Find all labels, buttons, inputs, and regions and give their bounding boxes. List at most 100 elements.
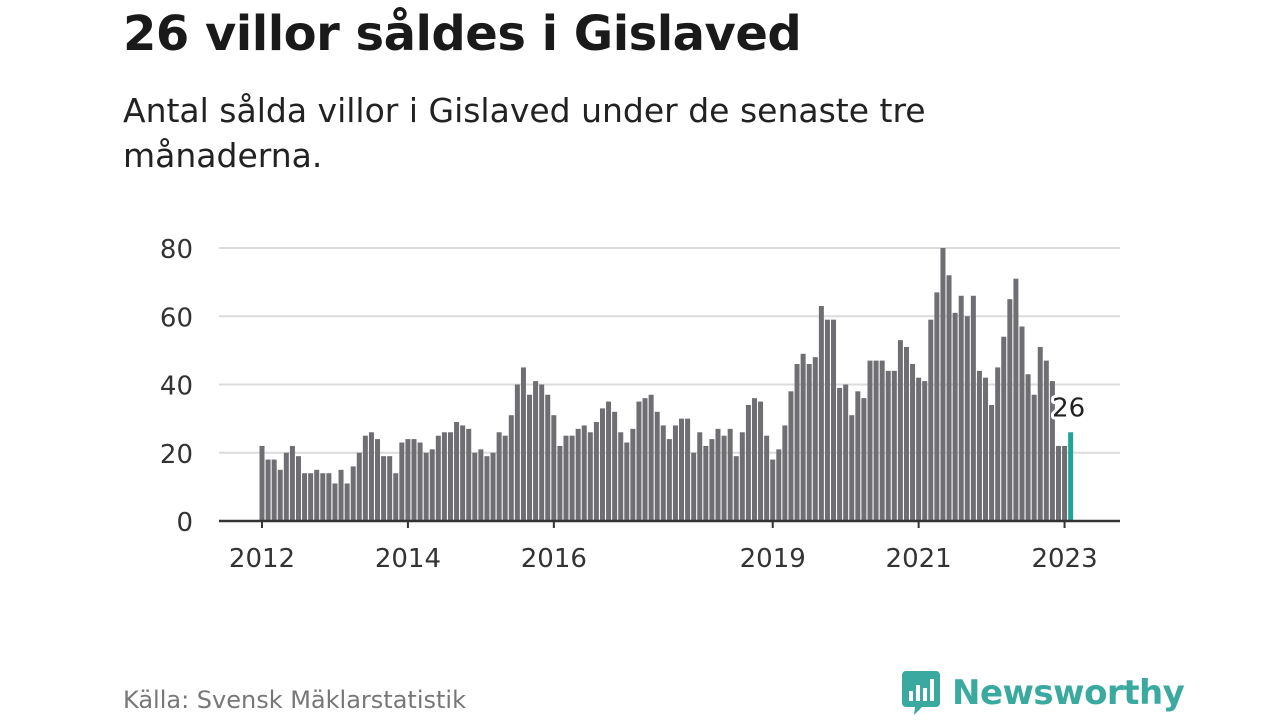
bar (490, 452, 496, 521)
bar (879, 360, 885, 521)
bar (624, 442, 630, 521)
bar (691, 452, 697, 521)
bar (393, 473, 399, 521)
bar (910, 364, 916, 521)
bar (593, 422, 599, 521)
bar (782, 425, 788, 521)
annotations: 26 (1049, 390, 1088, 426)
newsworthy-chart-bubble-icon (902, 671, 940, 715)
bar (721, 435, 727, 521)
bar (983, 377, 989, 521)
y-tick-label: 0 (176, 508, 193, 538)
bar (946, 275, 952, 521)
bar (581, 425, 587, 521)
source-credit: Källa: Svensk Mäklarstatistik (123, 686, 466, 714)
bar (575, 428, 581, 521)
y-axis-ticks: 0 20 40 60 80 (160, 235, 193, 538)
bar (970, 295, 976, 521)
bar (466, 428, 472, 521)
bar (265, 459, 271, 521)
x-axis-ticks: 2012 2014 2016 2019 2021 2023 (229, 521, 1098, 574)
bar (569, 435, 575, 521)
bar (441, 432, 447, 521)
bar (308, 473, 314, 521)
bar (606, 401, 612, 521)
bar (788, 391, 794, 521)
bar (928, 319, 934, 521)
bar (1031, 394, 1037, 521)
bar (295, 456, 301, 521)
x-tick-label: 2021 (886, 544, 952, 574)
bar (350, 466, 356, 521)
bar (545, 394, 551, 521)
bar (551, 415, 557, 521)
bar (709, 439, 715, 521)
bar (764, 435, 770, 521)
bar (399, 442, 405, 521)
bar (447, 432, 453, 521)
bar (733, 456, 739, 521)
bar (454, 422, 460, 521)
bar (989, 404, 995, 521)
bar (1062, 445, 1068, 521)
bar (271, 459, 277, 521)
bar (326, 473, 332, 521)
bar (332, 483, 338, 521)
bar (387, 456, 393, 521)
bar (411, 439, 417, 521)
bar (1013, 278, 1019, 521)
bar (940, 248, 946, 521)
bar (563, 435, 569, 521)
y-tick-label: 60 (160, 303, 193, 333)
y-tick-label: 80 (160, 235, 193, 265)
bar (362, 435, 368, 521)
bar (587, 432, 593, 521)
bar (916, 377, 922, 521)
bar (405, 439, 411, 521)
bar (429, 449, 435, 521)
bar (478, 449, 484, 521)
bar (824, 319, 830, 521)
bar (1019, 326, 1025, 521)
bar (855, 391, 861, 521)
bar (672, 425, 678, 521)
bar (660, 425, 666, 521)
bar (885, 370, 891, 521)
bar (964, 316, 970, 521)
bar (368, 432, 374, 521)
bar (375, 439, 381, 521)
bar (289, 445, 295, 521)
bars (259, 248, 1074, 522)
bar (867, 360, 873, 521)
bar (739, 432, 745, 521)
bar (1055, 445, 1061, 521)
bar (831, 319, 837, 521)
bar (1037, 346, 1043, 521)
x-tick-label: 2023 (1031, 544, 1097, 574)
bar (520, 367, 526, 521)
bar (599, 408, 605, 521)
bar (320, 473, 326, 521)
bar (356, 452, 362, 521)
bar (873, 360, 879, 521)
bar (1007, 299, 1013, 521)
bar (976, 370, 982, 521)
bar (685, 418, 691, 522)
bar (314, 469, 320, 521)
bar (636, 401, 642, 521)
bar (776, 449, 782, 521)
bar (849, 415, 855, 521)
bar (283, 452, 289, 521)
bar (715, 428, 721, 521)
chart-title: 26 villor såldes i Gislaved (123, 6, 802, 62)
bar (806, 364, 812, 521)
bar (770, 459, 776, 521)
bar (630, 428, 636, 521)
bar (460, 425, 466, 521)
bar (417, 442, 423, 521)
bar (751, 398, 757, 521)
bar (800, 353, 806, 521)
bar (745, 404, 751, 521)
bar (527, 394, 533, 521)
bar (612, 411, 618, 521)
